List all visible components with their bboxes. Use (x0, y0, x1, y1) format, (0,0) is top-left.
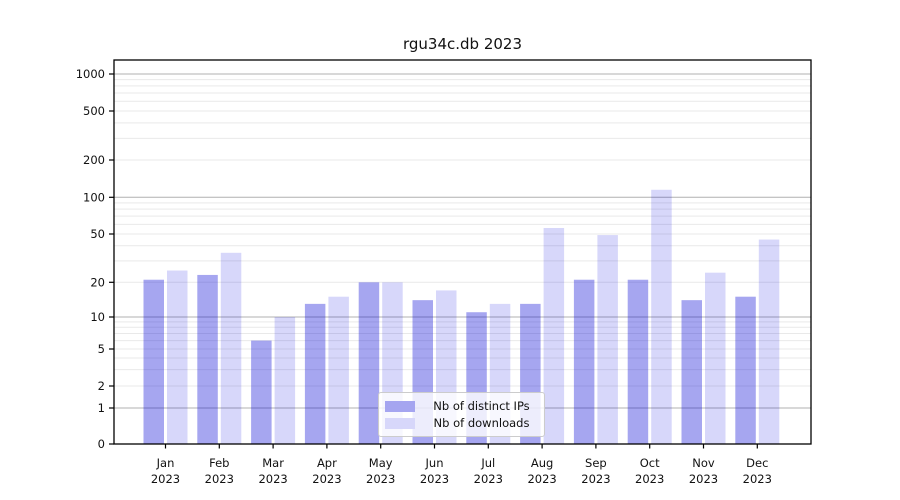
bar-distinct-ips-dec (735, 296, 756, 444)
x-tick-label-month: Jul (480, 456, 495, 470)
x-tick-label-year: 2023 (420, 472, 449, 486)
y-tick-label: 100 (83, 190, 105, 204)
legend-item-downloads: Nb of downloads (385, 416, 538, 430)
y-tick-label: 0 (98, 437, 105, 451)
bar-distinct-ips-sep (573, 279, 595, 444)
bar-downloads-mar (274, 317, 296, 444)
x-tick-label-month: Aug (531, 456, 553, 470)
bar-distinct-ips-feb (197, 274, 218, 444)
x-tick-label-year: 2023 (581, 472, 610, 486)
y-tick-label: 1 (98, 401, 105, 415)
x-tick-label-year: 2023 (635, 472, 664, 486)
legend-label-distinct-ips: Nb of distinct IPs (433, 399, 530, 413)
bar-distinct-ips-nov (681, 300, 702, 444)
plot-frame (113, 59, 812, 445)
x-tick-label-month: Oct (640, 456, 660, 470)
x-tick-label-month: Sep (585, 456, 607, 470)
x-tick-label-year: 2023 (312, 472, 341, 486)
legend-swatch-ips-icon (385, 400, 415, 412)
legend-label-downloads: Nb of downloads (433, 416, 530, 430)
bar-downloads-jan (167, 270, 188, 444)
bar-downloads-aug (543, 227, 565, 444)
x-tick-label-month: Feb (209, 456, 229, 470)
x-tick-label-year: 2023 (689, 472, 718, 486)
y-tick-label: 2 (98, 379, 105, 393)
y-tick-label: 50 (90, 227, 105, 241)
x-tick-label-month: Jun (425, 456, 444, 470)
y-tick-label: 5 (98, 342, 105, 356)
bar-downloads-oct (651, 189, 672, 444)
bar-downloads-dec (758, 239, 780, 444)
x-tick-label-month: Dec (746, 456, 768, 470)
y-tick-label: 500 (83, 104, 105, 118)
x-tick-label-year: 2023 (151, 472, 180, 486)
x-tick-label-month: May (369, 456, 393, 470)
bar-downloads-feb (220, 252, 242, 444)
bar-downloads-nov (705, 272, 726, 444)
x-tick-label-month: Nov (692, 456, 715, 470)
bar-distinct-ips-oct (627, 279, 649, 444)
y-tick-label: 200 (83, 153, 105, 167)
bar-distinct-ips-mar (251, 340, 272, 444)
y-tick-label: 20 (90, 275, 105, 289)
bar-distinct-ips-apr (304, 303, 326, 444)
y-tick-label: 1000 (76, 67, 105, 81)
bar-distinct-ips-jan (143, 279, 164, 444)
legend: Nb of distinct IPs Nb of downloads (378, 392, 545, 437)
bar-downloads-sep (597, 235, 618, 444)
legend-item-distinct-ips: Nb of distinct IPs (385, 399, 538, 413)
x-tick-label-year: 2023 (366, 472, 395, 486)
x-tick-label-year: 2023 (474, 472, 503, 486)
legend-swatch-downloads-icon (385, 417, 415, 429)
x-tick-label-month: Mar (262, 456, 284, 470)
x-tick-label-year: 2023 (258, 472, 287, 486)
x-tick-label-year: 2023 (527, 472, 556, 486)
bar-distinct-ips-may (358, 282, 380, 444)
chart-title: rgu34c.db 2023 (402, 35, 523, 53)
bar-downloads-apr (328, 296, 349, 444)
x-tick-label-month: Apr (317, 456, 337, 470)
y-tick-label: 10 (90, 310, 105, 324)
x-tick-label-year: 2023 (205, 472, 234, 486)
x-tick-label-year: 2023 (743, 472, 772, 486)
x-tick-label-month: Jan (156, 456, 175, 470)
